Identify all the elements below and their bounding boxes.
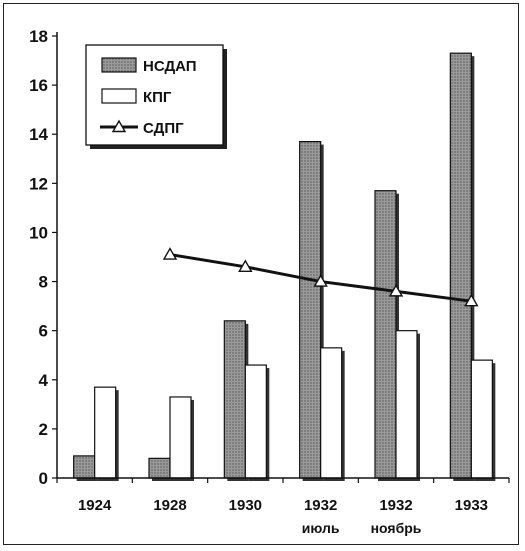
y-tick-label: 8 (39, 273, 48, 292)
y-tick-label: 2 (39, 420, 48, 439)
bar-nsdap-1 (148, 457, 171, 479)
line-spd-marker-3 (388, 283, 404, 297)
bar-kpd-3 (320, 347, 343, 479)
y-tick-label: 10 (29, 223, 48, 242)
x-tick-sublabel: ноябрь (371, 520, 422, 536)
bar-kpd-1 (169, 396, 192, 479)
y-tick-label: 0 (39, 469, 48, 488)
x-tick-sublabel: июль (302, 520, 340, 536)
y-tick-label: 6 (39, 322, 48, 341)
line-spd-marker-1 (238, 259, 253, 273)
bar-nsdap-5 (449, 52, 472, 479)
bar-nsdap-2 (223, 320, 246, 479)
legend-label-nsdap: НСДАП (143, 58, 197, 75)
bar-kpd-0 (94, 386, 117, 479)
x-tick-label: 1932 (379, 497, 412, 514)
legend-label-spd: СДПГ (143, 120, 184, 137)
axes: 0 2 4 6 8 10 12 14 16 18 1924 1928 1930 1932 июль 1932 н… (29, 27, 510, 536)
legend: НСДАП КПГ СДПГ (85, 44, 227, 149)
legend-label-kpd: КПГ (143, 89, 172, 106)
bar-nsdap-0 (73, 455, 96, 479)
legend-swatch-nsdap (101, 57, 137, 73)
bar-nsdap-3 (299, 140, 322, 479)
legend-swatch-spd-marker (111, 119, 127, 133)
bar-kpd-4 (395, 330, 418, 479)
x-tick-label: 1933 (455, 497, 488, 514)
y-tick-label: 14 (29, 125, 48, 144)
y-tick-label: 18 (29, 27, 48, 46)
x-tick-label: 1924 (78, 497, 112, 514)
y-tick-label: 16 (29, 76, 48, 95)
line-series (162, 247, 479, 307)
bar-kpd-2 (244, 364, 267, 479)
bar-nsdap-4 (374, 190, 397, 479)
y-tick-label: 12 (29, 174, 48, 193)
x-tick-label: 1928 (153, 497, 186, 514)
x-tick-label: 1930 (229, 497, 262, 514)
y-tick-label: 4 (39, 371, 49, 390)
x-tick-label: 1932 (304, 497, 337, 514)
chart-frame: 0 2 4 6 8 10 12 14 16 18 1924 1928 1930 1932 июль 1932 н… (3, 3, 519, 545)
legend-swatch-kpd (101, 88, 137, 104)
line-spd-marker-0 (162, 247, 178, 260)
line-spd-marker-4 (464, 293, 479, 307)
line-spd-marker-2 (313, 274, 328, 287)
bar-kpd-5 (470, 359, 493, 479)
chart: 0 2 4 6 8 10 12 14 16 18 1924 1928 1930 1932 июль 1932 н… (29, 27, 510, 536)
